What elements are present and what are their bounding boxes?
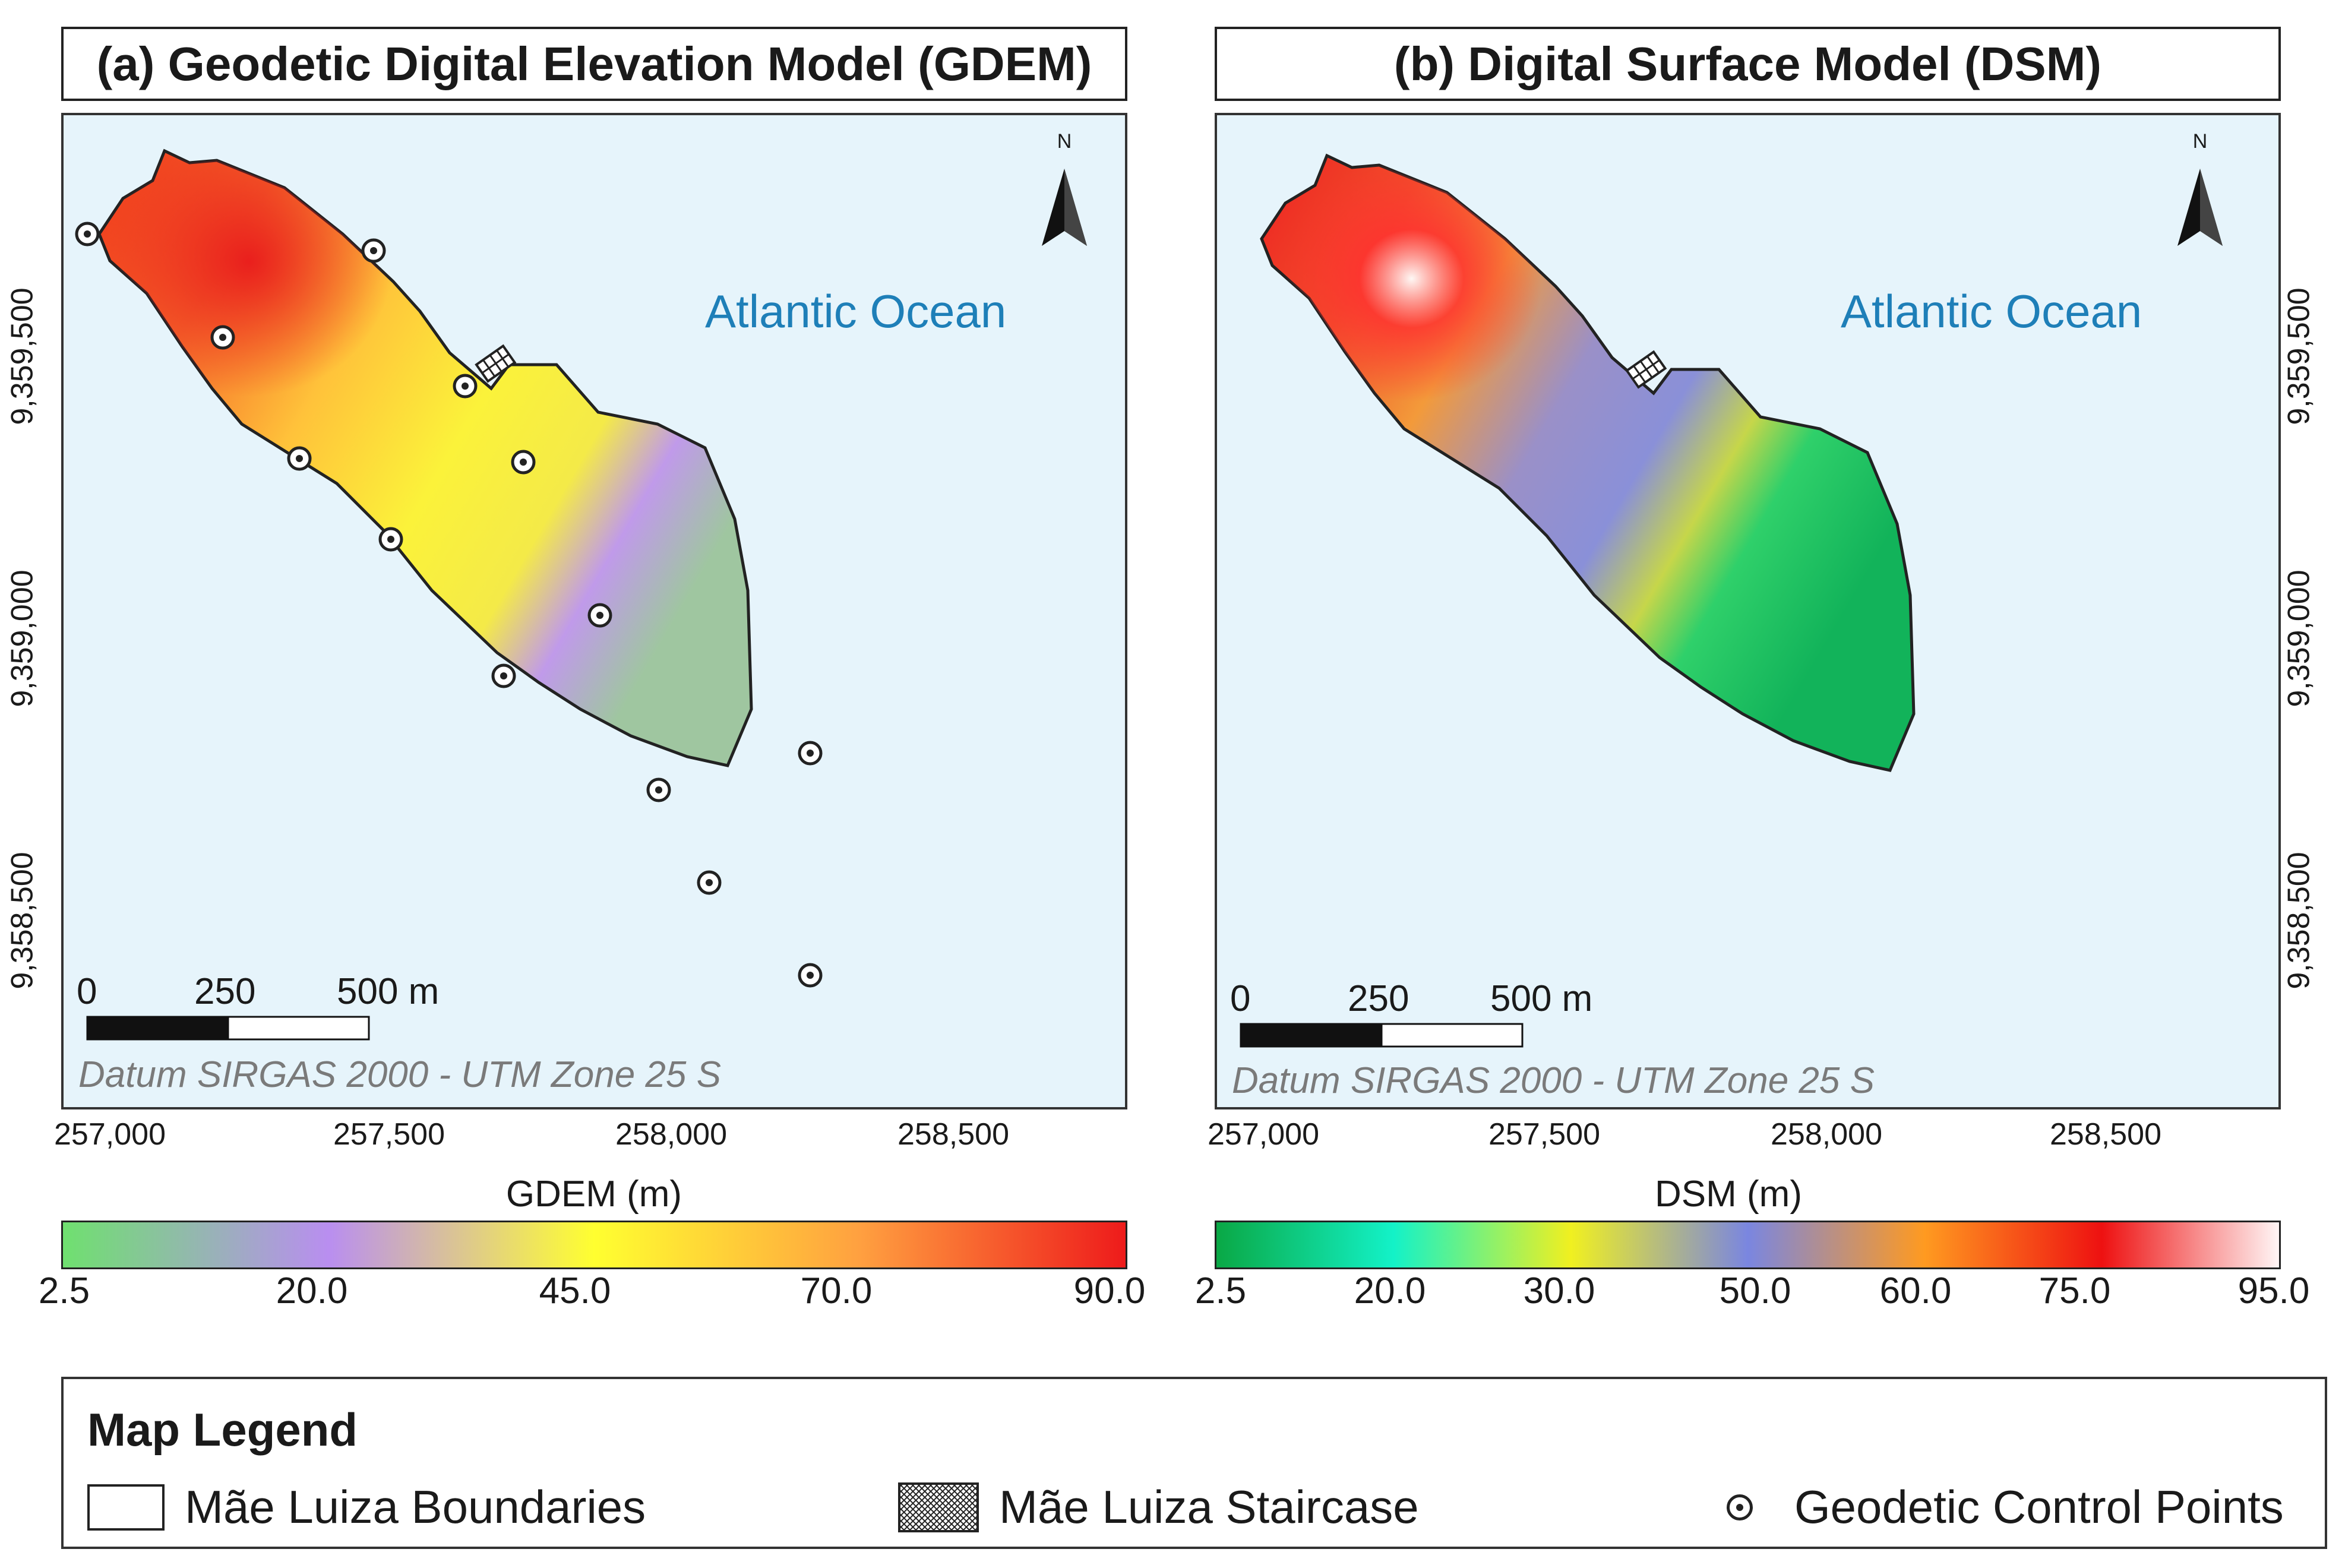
north-arrow-icon-b (2177, 169, 2223, 246)
north-label-b: N (2192, 130, 2208, 153)
control-point (798, 741, 823, 766)
gdem-colorbar-title: GDEM (m) (505, 1174, 682, 1215)
y-tick-b-2: 9,358,500 (2281, 852, 2316, 990)
scale-label-250-a: 250 (194, 971, 256, 1012)
x-tick-b-1: 257,500 (1488, 1117, 1600, 1152)
dsm-cb-label-1: 20.0 (1354, 1270, 1426, 1311)
x-tick-a-1: 257,500 (333, 1117, 445, 1152)
panel-a-title-text: (a) Geodetic Digital Elevation Model (GD… (96, 37, 1092, 90)
control-point (491, 663, 516, 688)
dsm-colorbar (1215, 1221, 2281, 1269)
scale-label-500-a: 500 m (337, 971, 440, 1012)
datum-label-a: Datum SIRGAS 2000 - UTM Zone 25 S (78, 1054, 721, 1095)
control-point (798, 963, 823, 988)
y-tick-b-1: 9,359,000 (2281, 570, 2316, 707)
x-tick-a-3: 258,500 (897, 1117, 1009, 1152)
boundary-swatch-icon (87, 1484, 165, 1531)
dsm-cb-label-5: 75.0 (2038, 1270, 2111, 1311)
gdem-cb-label-0: 2.5 (38, 1270, 90, 1311)
scale-label-0-b: 0 (1230, 978, 1251, 1019)
control-point (587, 603, 612, 628)
datum-label-b: Datum SIRGAS 2000 - UTM Zone 25 S (1232, 1060, 1875, 1101)
control-point (453, 374, 478, 399)
gdem-colorbar (61, 1221, 1127, 1269)
y-tick-a-1: 9,359,000 (5, 570, 40, 707)
x-tick-b-2: 258,000 (1771, 1117, 1882, 1152)
gdem-cb-label-2: 45.0 (539, 1270, 611, 1311)
control-point (646, 777, 671, 802)
y-tick-b-0: 9,359,500 (2281, 287, 2316, 425)
control-point (75, 222, 100, 246)
x-tick-a-0: 257,000 (54, 1117, 166, 1152)
panel-a-title: (a) Geodetic Digital Elevation Model (GD… (61, 27, 1127, 101)
x-tick-b-3: 258,500 (2050, 1117, 2161, 1152)
staircase-symbol-b (1625, 350, 1667, 389)
control-point (378, 527, 403, 552)
control-points-a (75, 222, 823, 988)
map-legend: Map Legend Mãe Luiza Boundaries Mãe Luiz… (61, 1377, 2327, 1549)
ocean-label-b: Atlantic Ocean (1841, 285, 2142, 337)
legend-item-boundaries: Mãe Luiza Boundaries (87, 1480, 646, 1534)
legend-control-points-label: Geodetic Control Points (1794, 1481, 2284, 1533)
dsm-cb-label-0: 2.5 (1194, 1270, 1247, 1311)
legend-title: Map Legend (87, 1403, 358, 1456)
control-point (511, 450, 536, 475)
gdem-cb-label-4: 90.0 (1073, 1270, 1146, 1311)
panel-a-map: N Atlantic Ocean 0 250 500 m Datum SIRGA… (61, 113, 1127, 1109)
scale-label-0-a: 0 (77, 971, 97, 1012)
legend-item-control-points: Geodetic Control Points (1727, 1480, 2284, 1534)
y-tick-a-2: 9,358,500 (5, 852, 40, 990)
control-point (210, 325, 235, 350)
dsm-map-svg (1240, 153, 2223, 1048)
scale-label-250-b: 250 (1348, 978, 1409, 1019)
legend-boundaries-label: Mãe Luiza Boundaries (185, 1481, 646, 1533)
staircase-hatch-icon (898, 1482, 979, 1532)
legend-item-staircase: Mãe Luiza Staircase (898, 1480, 1419, 1534)
ocean-label-a: Atlantic Ocean (705, 285, 1007, 337)
control-point (697, 870, 722, 895)
control-point (287, 446, 312, 471)
gdem-cb-label-3: 70.0 (800, 1270, 873, 1311)
gdem-map-svg (75, 148, 1087, 1041)
dsm-cb-label-4: 60.0 (1879, 1270, 1952, 1311)
y-tick-a-0: 9,359,500 (5, 287, 40, 425)
dsm-colorbar-title: DSM (m) (1655, 1174, 1802, 1215)
x-tick-b-0: 257,000 (1208, 1117, 1319, 1152)
staircase-symbol-a (475, 344, 517, 383)
panel-b-map: N Atlantic Ocean 0 250 500 m Datum SIRGA… (1215, 113, 2281, 1109)
scale-label-500-b: 500 m (1490, 978, 1593, 1019)
panel-b-title: (b) Digital Surface Model (DSM) (1215, 27, 2281, 101)
control-point (361, 238, 386, 263)
dsm-cb-label-2: 30.0 (1523, 1270, 1595, 1311)
dsm-cb-label-6: 95.0 (2237, 1270, 2310, 1311)
dsm-cb-label-3: 50.0 (1719, 1270, 1791, 1311)
x-tick-a-2: 258,000 (615, 1117, 727, 1152)
scale-bar-a (86, 1016, 370, 1041)
north-arrow-icon-a (1042, 169, 1087, 246)
control-point-icon (1727, 1494, 1753, 1520)
north-label-a: N (1057, 130, 1072, 153)
legend-staircase-label: Mãe Luiza Staircase (999, 1481, 1419, 1533)
panel-b-title-text: (b) Digital Surface Model (DSM) (1393, 37, 2102, 90)
gdem-cb-label-1: 20.0 (276, 1270, 348, 1311)
scale-bar-b (1240, 1023, 1524, 1048)
